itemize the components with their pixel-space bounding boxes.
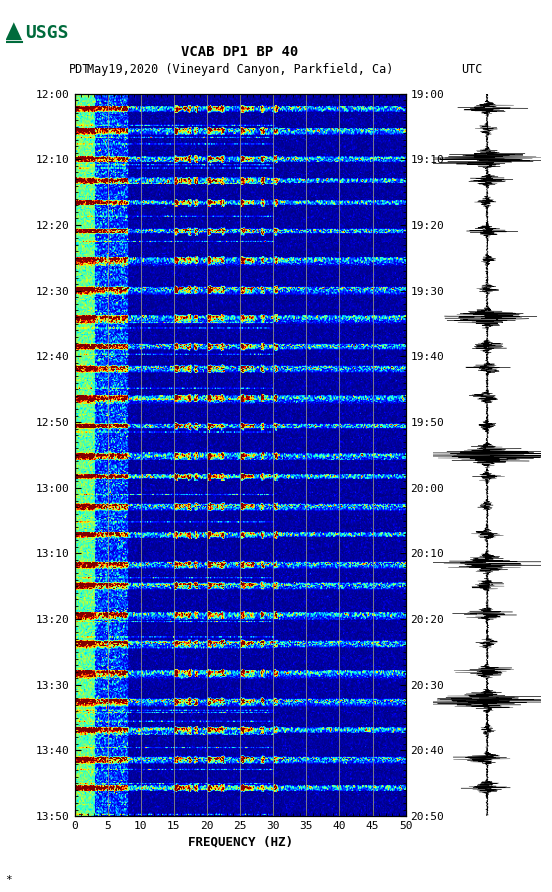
X-axis label: FREQUENCY (HZ): FREQUENCY (HZ)	[188, 835, 293, 848]
Polygon shape	[6, 22, 22, 40]
Text: PDT: PDT	[69, 63, 91, 76]
Text: VCAB DP1 BP 40: VCAB DP1 BP 40	[182, 45, 299, 59]
Text: May19,2020 (Vineyard Canyon, Parkfield, Ca): May19,2020 (Vineyard Canyon, Parkfield, …	[87, 63, 394, 76]
Text: USGS: USGS	[25, 24, 68, 43]
Text: *: *	[6, 875, 12, 885]
Text: UTC: UTC	[461, 63, 482, 76]
